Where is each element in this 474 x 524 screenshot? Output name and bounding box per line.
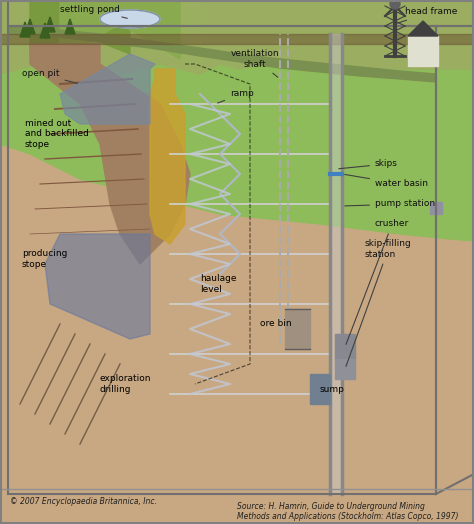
Text: skip-filling
station: skip-filling station: [346, 239, 412, 366]
Text: © 2007 Encyclopaedia Britannica, Inc.: © 2007 Encyclopaedia Britannica, Inc.: [10, 497, 157, 507]
Ellipse shape: [100, 10, 160, 28]
Text: sump: sump: [320, 385, 345, 394]
Text: mined out
and backfilled
stope: mined out and backfilled stope: [25, 119, 89, 149]
Text: ramp: ramp: [218, 90, 254, 103]
Polygon shape: [0, 0, 474, 114]
Polygon shape: [0, 0, 474, 74]
Text: Source: H. Hamrin, Guide to Underground Mining: Source: H. Hamrin, Guide to Underground …: [237, 502, 425, 511]
Bar: [408, 36, 438, 66]
Circle shape: [390, 0, 400, 9]
Text: ore bin: ore bin: [260, 320, 292, 329]
Polygon shape: [8, 26, 436, 82]
Text: water basin: water basin: [345, 174, 428, 189]
Bar: [8, 26, 436, 494]
Polygon shape: [25, 19, 35, 34]
Bar: [335, 334, 355, 359]
Bar: [430, 202, 442, 214]
Bar: [310, 374, 330, 404]
Polygon shape: [408, 21, 438, 36]
Text: crusher: crusher: [346, 220, 409, 344]
Text: settling pond: settling pond: [60, 5, 128, 18]
Polygon shape: [60, 54, 155, 124]
Text: head frame: head frame: [398, 7, 457, 23]
Text: haulage
level: haulage level: [200, 274, 237, 293]
Polygon shape: [20, 22, 30, 37]
Polygon shape: [45, 17, 55, 32]
Polygon shape: [40, 23, 50, 38]
Polygon shape: [150, 69, 185, 244]
Bar: [335, 359, 355, 379]
Bar: [285, 309, 310, 349]
Polygon shape: [0, 0, 474, 241]
Polygon shape: [65, 19, 75, 34]
Polygon shape: [45, 234, 150, 339]
Text: Methods and Applications (Stockholm: Atlas Copco, 1997): Methods and Applications (Stockholm: Atl…: [237, 512, 458, 521]
Polygon shape: [0, 34, 474, 44]
Text: exploration
drilling: exploration drilling: [100, 374, 152, 394]
Text: pump station: pump station: [345, 200, 435, 209]
Polygon shape: [50, 0, 200, 69]
Text: skips: skips: [339, 159, 398, 169]
Polygon shape: [60, 0, 180, 59]
Polygon shape: [30, 44, 190, 264]
Text: producing
stope: producing stope: [22, 249, 67, 269]
Text: open pit: open pit: [22, 70, 77, 83]
Text: ventilation
shaft: ventilation shaft: [231, 49, 279, 77]
Polygon shape: [30, 0, 130, 54]
